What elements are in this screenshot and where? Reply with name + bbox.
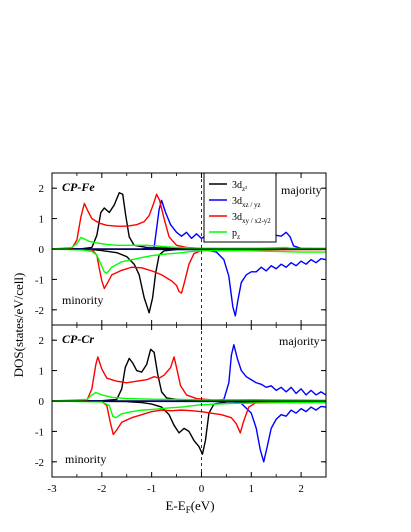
x-tick-label: -1 bbox=[147, 483, 156, 495]
x-axis-label-main: E-E bbox=[165, 498, 185, 513]
y-tick-label: 1 bbox=[39, 214, 45, 226]
legend-entry-pz: pz bbox=[232, 228, 240, 241]
x-tick-label: 0 bbox=[199, 483, 205, 495]
panel-label-cp-fe: CP-Fe bbox=[62, 180, 95, 194]
trace-dz2-up-bot bbox=[51, 348, 327, 402]
legend: 3dz² 3dxz / yz 3dxy / x2-y2 pz bbox=[203, 172, 277, 243]
bottom-panel-y-ticks: -2 -1 0 1 2 bbox=[35, 335, 326, 469]
y-tick-label: -1 bbox=[35, 274, 44, 286]
top-majority-label: majority bbox=[281, 183, 322, 197]
trace-pz-up-bot bbox=[51, 391, 326, 402]
legend-entry-dz2: 3dz² bbox=[232, 180, 247, 193]
top-panel-y-ticks: -2 -1 0 1 2 bbox=[35, 183, 326, 317]
x-tick-label: -3 bbox=[47, 483, 57, 495]
trace-dz2-up-top bbox=[51, 192, 326, 250]
y-tick-label: 0 bbox=[39, 396, 45, 408]
x-tick-label: 2 bbox=[298, 483, 304, 495]
bottom-panel-traces bbox=[51, 344, 327, 463]
panel-cp-fe: -2 -1 0 1 2 CP-Fe majority minority 3dz² 3dxz… bbox=[35, 172, 327, 326]
legend-entry-dxy_x2y2: 3dxy / x2-y2 bbox=[232, 212, 271, 225]
trace-dxy_x2y2-up-top bbox=[51, 193, 326, 250]
x-axis-label-unit: (eV) bbox=[191, 498, 215, 513]
panel-label-cp-cr: CP-Cr bbox=[62, 332, 94, 346]
y-tick-label: -1 bbox=[35, 426, 44, 438]
x-tick-label: 1 bbox=[249, 483, 255, 495]
trace-pz-down-top bbox=[51, 248, 326, 275]
y-tick-label: 2 bbox=[39, 183, 45, 195]
trace-dxz_yz-down-top bbox=[51, 248, 327, 317]
trace-dxy_x2y2-down-top bbox=[51, 248, 327, 294]
bottom-panel-x-ticks: -3 -2 -1 0 1 2 bbox=[47, 325, 304, 495]
y-axis-label: DOS(states/eV/cell) bbox=[11, 273, 26, 378]
trace-dxy_x2y2-up-bot bbox=[51, 356, 327, 402]
trace-dz2-down-bot bbox=[51, 400, 327, 455]
y-tick-label: 1 bbox=[39, 366, 45, 378]
bottom-majority-label: majority bbox=[279, 334, 320, 348]
top-minority-label: minority bbox=[62, 293, 103, 307]
trace-dxz_yz-down-bot bbox=[51, 400, 327, 463]
legend-entry-dxz_yz: 3dxz / yz bbox=[232, 196, 261, 209]
y-tick-label: 2 bbox=[39, 335, 45, 347]
y-tick-label: -2 bbox=[35, 457, 44, 469]
x-axis-label: E-EF(eV) bbox=[165, 498, 214, 515]
y-tick-label: -2 bbox=[35, 305, 44, 317]
y-tick-label: 0 bbox=[39, 244, 45, 256]
x-tick-label: -2 bbox=[97, 483, 106, 495]
trace-dxz_yz-up-bot bbox=[52, 344, 327, 402]
x-axis-label-subscript: F bbox=[186, 505, 191, 515]
panel-cp-cr: -2 -1 0 1 2 -3 -2 -1 0 1 2 CP-Cr majority minorit… bbox=[35, 324, 327, 495]
trace-pz-down-bot bbox=[51, 400, 326, 419]
trace-dz2-down-top bbox=[51, 248, 326, 314]
bottom-minority-label: minority bbox=[65, 452, 106, 466]
trace-pz-up-top bbox=[51, 236, 327, 250]
trace-dxy_x2y2-down-bot bbox=[51, 400, 327, 436]
